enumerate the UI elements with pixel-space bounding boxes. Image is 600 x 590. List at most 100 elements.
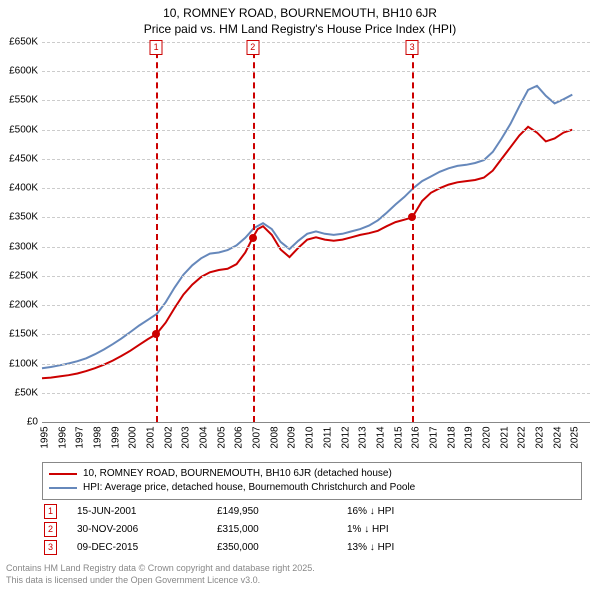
sale-marker: [152, 330, 160, 338]
gridline-h: [42, 305, 590, 306]
x-axis-label: 2007: [252, 426, 263, 448]
legend-label: 10, ROMNEY ROAD, BOURNEMOUTH, BH10 6JR (…: [83, 467, 392, 481]
x-axis-label: 2014: [375, 426, 386, 448]
gridline-h: [42, 217, 590, 218]
x-axis-label: 2001: [146, 426, 157, 448]
series-blue: [42, 86, 572, 368]
gridline-h: [42, 100, 590, 101]
x-axis-label: 2006: [234, 426, 245, 448]
event-price: £350,000: [217, 542, 347, 553]
event-diff: 13% ↓ HPI: [347, 542, 447, 553]
gridline-h: [42, 276, 590, 277]
gridline-h: [42, 71, 590, 72]
event-badge: 1: [44, 504, 57, 519]
y-axis-label: £200K: [9, 300, 38, 311]
sale-vline: [156, 42, 158, 422]
event-badge: 3: [44, 540, 57, 555]
y-axis-label: £150K: [9, 329, 38, 340]
footer-line-1: Contains HM Land Registry data © Crown c…: [6, 562, 315, 574]
legend-swatch: [49, 473, 77, 475]
legend-row: HPI: Average price, detached house, Bour…: [49, 481, 575, 495]
x-axis-label: 1995: [40, 426, 51, 448]
gridline-h: [42, 42, 590, 43]
x-axis-label: 2000: [128, 426, 139, 448]
y-axis-label: £100K: [9, 358, 38, 369]
sale-badge: 1: [150, 40, 163, 55]
sale-badge: 2: [246, 40, 259, 55]
event-date: 30-NOV-2006: [77, 524, 217, 535]
event-diff: 1% ↓ HPI: [347, 524, 447, 535]
event-diff: 16% ↓ HPI: [347, 506, 447, 517]
x-axis-label: 2009: [287, 426, 298, 448]
y-axis-label: £50K: [15, 387, 38, 398]
gridline-h: [42, 247, 590, 248]
legend-label: HPI: Average price, detached house, Bour…: [83, 481, 415, 495]
y-axis-label: £400K: [9, 183, 38, 194]
gridline-h: [42, 364, 590, 365]
event-price: £149,950: [217, 506, 347, 517]
event-row: 1 15-JUN-2001£149,95016% ↓ HPI: [42, 502, 582, 520]
series-red: [42, 127, 572, 378]
x-axis-label: 2021: [499, 426, 510, 448]
y-axis-label: £500K: [9, 124, 38, 135]
x-axis-label: 1996: [57, 426, 68, 448]
x-axis-label: 2004: [199, 426, 210, 448]
x-axis-label: 1999: [110, 426, 121, 448]
legend-box: 10, ROMNEY ROAD, BOURNEMOUTH, BH10 6JR (…: [42, 462, 582, 500]
chart-title-main: 10, ROMNEY ROAD, BOURNEMOUTH, BH10 6JR: [0, 0, 600, 20]
y-axis-label: £350K: [9, 212, 38, 223]
sale-marker: [249, 234, 257, 242]
gridline-h: [42, 130, 590, 131]
x-axis-label: 2008: [269, 426, 280, 448]
gridline-h: [42, 188, 590, 189]
x-axis-label: 2024: [552, 426, 563, 448]
x-axis-label: 2012: [340, 426, 351, 448]
x-axis-label: 2017: [428, 426, 439, 448]
sale-marker: [408, 213, 416, 221]
event-price: £315,000: [217, 524, 347, 535]
x-axis-label: 2015: [393, 426, 404, 448]
gridline-h: [42, 393, 590, 394]
y-axis-label: £550K: [9, 95, 38, 106]
x-axis-label: 2023: [534, 426, 545, 448]
event-date: 15-JUN-2001: [77, 506, 217, 517]
event-row: 3 09-DEC-2015£350,00013% ↓ HPI: [42, 538, 582, 556]
x-axis-label: 2025: [570, 426, 581, 448]
gridline-h: [42, 334, 590, 335]
chart-title-sub: Price paid vs. HM Land Registry's House …: [0, 20, 600, 36]
footer-text: Contains HM Land Registry data © Crown c…: [6, 562, 315, 586]
sale-vline: [412, 42, 414, 422]
event-date: 09-DEC-2015: [77, 542, 217, 553]
x-axis-label: 1998: [93, 426, 104, 448]
x-axis-label: 2003: [181, 426, 192, 448]
event-badge: 2: [44, 522, 57, 537]
x-axis-label: 2016: [411, 426, 422, 448]
x-axis-label: 2011: [322, 427, 333, 449]
x-axis-label: 2010: [305, 426, 316, 448]
x-axis-label: 2005: [216, 426, 227, 448]
y-axis-label: £0: [27, 417, 38, 428]
y-axis-label: £250K: [9, 270, 38, 281]
y-axis-label: £600K: [9, 66, 38, 77]
x-axis-label: 2022: [517, 426, 528, 448]
y-axis-label: £650K: [9, 37, 38, 48]
x-axis-label: 1997: [75, 426, 86, 448]
chart-area: 123 £0£50K£100K£150K£200K£250K£300K£350K…: [42, 42, 590, 422]
y-axis-label: £300K: [9, 241, 38, 252]
legend-swatch: [49, 487, 77, 489]
events-table: 1 15-JUN-2001£149,95016% ↓ HPI 2 30-NOV-200…: [42, 502, 582, 556]
sale-badge: 3: [406, 40, 419, 55]
x-axis-label: 2013: [358, 426, 369, 448]
x-axis-label: 2019: [464, 426, 475, 448]
footer-line-2: This data is licensed under the Open Gov…: [6, 574, 315, 586]
gridline-h: [42, 159, 590, 160]
legend-row: 10, ROMNEY ROAD, BOURNEMOUTH, BH10 6JR (…: [49, 467, 575, 481]
event-row: 2 30-NOV-2006£315,0001% ↓ HPI: [42, 520, 582, 538]
y-axis-label: £450K: [9, 153, 38, 164]
x-axis-label: 2020: [481, 426, 492, 448]
chart-lines: [42, 42, 590, 422]
plot-region: 1 2 3: [42, 42, 590, 423]
x-axis-label: 2002: [163, 426, 174, 448]
sale-vline: [253, 42, 255, 422]
x-axis-label: 2018: [446, 426, 457, 448]
